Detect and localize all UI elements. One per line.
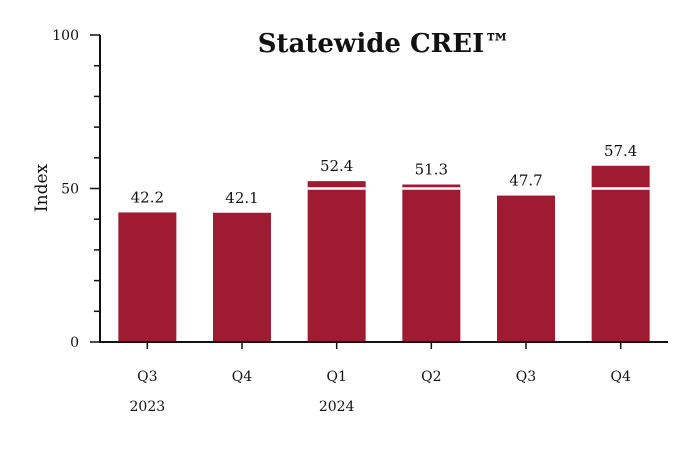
ticks-group xyxy=(90,34,622,349)
bar xyxy=(591,165,650,342)
data-label: 47.7 xyxy=(509,172,542,190)
bars-group xyxy=(118,165,650,342)
y-tick-label: 100 xyxy=(52,28,79,44)
bar xyxy=(402,184,461,342)
x-tick-label: Q2 xyxy=(421,369,441,385)
data-label: 51.3 xyxy=(415,161,448,179)
data-label: 57.4 xyxy=(604,142,637,160)
axes-group xyxy=(99,35,668,343)
chart-title: Statewide CREI™ xyxy=(258,29,511,59)
x-year-label: 2023 xyxy=(130,399,166,415)
bar xyxy=(213,212,271,342)
bar xyxy=(307,181,366,342)
y-axis-label: Index xyxy=(32,163,52,212)
data-label: 52.4 xyxy=(320,157,353,175)
bar xyxy=(118,212,177,342)
x-tick-label: Q1 xyxy=(326,369,346,385)
x-tick-label: Q3 xyxy=(137,369,157,385)
y-tick-label: 50 xyxy=(61,182,79,198)
data-label: 42.1 xyxy=(225,189,258,207)
x-tick-label: Q3 xyxy=(516,369,536,385)
x-tick-label: Q4 xyxy=(232,369,252,385)
data-label: 42.2 xyxy=(131,188,164,206)
labels-group: 42.2 Q3 2023 42.1 Q4 52.4 Q1 2024 51.3 Q2 47.7 Q3 57… xyxy=(52,28,637,415)
x-year-label: 2024 xyxy=(319,399,355,415)
y-tick-label: 0 xyxy=(70,335,79,351)
bar xyxy=(497,195,555,342)
x-tick-label: Q4 xyxy=(610,369,630,385)
